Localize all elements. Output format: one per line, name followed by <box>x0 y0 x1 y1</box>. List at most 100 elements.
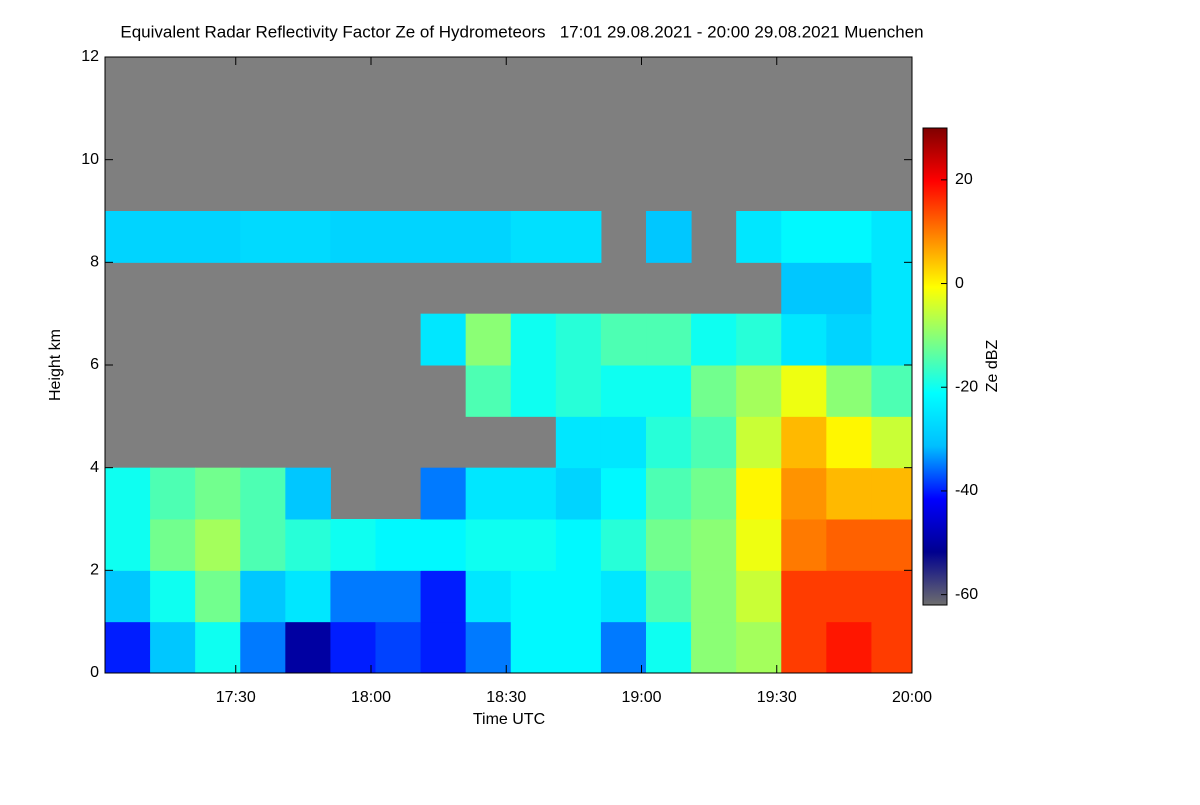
heatmap-cell <box>105 211 151 263</box>
heatmap-cell <box>736 313 782 366</box>
heatmap-cell <box>420 519 467 571</box>
heatmap-cell <box>150 621 196 673</box>
heatmap-cell <box>555 467 602 520</box>
y-tick-label: 8 <box>90 254 99 271</box>
heatmap-cell <box>105 570 151 623</box>
heatmap-cell <box>600 519 647 571</box>
heatmap-cell <box>285 519 331 571</box>
x-tick-label: 18:00 <box>351 689 391 706</box>
heatmap-cell <box>646 313 692 366</box>
heatmap-cell <box>646 365 692 417</box>
colorbar-tick-label: 0 <box>955 275 964 292</box>
heatmap-cell <box>195 467 241 520</box>
heatmap-cell <box>285 467 331 520</box>
chart-title: Equivalent Radar Reflectivity Factor Ze … <box>120 22 923 41</box>
heatmap-cell <box>736 519 782 571</box>
heatmap-cell <box>240 211 286 263</box>
heatmap-cell <box>195 621 241 673</box>
heatmap-cell <box>826 262 872 315</box>
heatmap-cell <box>781 570 827 623</box>
heatmap-cell <box>330 621 377 673</box>
x-tick-label: 17:30 <box>216 689 256 706</box>
heatmap-cell <box>646 621 692 673</box>
heatmap-cell <box>150 519 196 571</box>
y-tick-label: 6 <box>90 356 99 373</box>
heatmap-cell <box>555 621 602 673</box>
y-tick-label: 2 <box>90 562 99 579</box>
heatmap-cell <box>871 519 912 571</box>
heatmap-cell <box>375 211 422 263</box>
heatmap-cell <box>465 365 512 417</box>
heatmap-cell <box>600 467 647 520</box>
y-tick-label: 0 <box>90 664 99 681</box>
x-axis-label: Time UTC <box>473 711 545 728</box>
heatmap-cell <box>736 211 782 263</box>
heatmap-cell <box>736 570 782 623</box>
heatmap-cell <box>691 416 737 469</box>
colorbar-tick-label: -40 <box>955 482 978 499</box>
heatmap-cell <box>826 211 872 263</box>
colorbar-label: Ze dBZ <box>984 340 1001 393</box>
heatmap-cell <box>555 519 602 571</box>
x-tick-label: 18:30 <box>486 689 526 706</box>
heatmap-cell <box>871 416 912 469</box>
heatmap-cell <box>510 211 557 263</box>
heatmap-cell <box>510 519 557 571</box>
colorbar-tick-label: -20 <box>955 378 978 395</box>
heatmap-cell <box>330 519 377 571</box>
heatmap-cell <box>826 467 872 520</box>
heatmap-cell <box>600 570 647 623</box>
heatmap-cell <box>330 570 377 623</box>
heatmap-cell <box>150 211 196 263</box>
heatmap-cell <box>375 519 422 571</box>
heatmap-cell <box>420 621 467 673</box>
heatmap-cell <box>871 365 912 417</box>
heatmap-cell <box>781 416 827 469</box>
heatmap-cell <box>105 519 151 571</box>
heatmap-cell <box>826 365 872 417</box>
y-tick-label: 4 <box>90 459 99 476</box>
heatmap-cell <box>465 313 512 366</box>
heatmap-cell <box>510 570 557 623</box>
heatmap-cell <box>195 570 241 623</box>
heatmap-cell <box>871 313 912 366</box>
x-tick-label: 19:30 <box>757 689 797 706</box>
heatmap-cell <box>646 416 692 469</box>
heatmap-cell <box>195 211 241 263</box>
heatmap-cell <box>465 519 512 571</box>
heatmap-cell <box>646 467 692 520</box>
heatmap-cell <box>510 313 557 366</box>
heatmap-cell <box>555 416 602 469</box>
heatmap-cell <box>150 467 196 520</box>
heatmap-cell <box>105 621 151 673</box>
heatmap-cell <box>150 570 196 623</box>
heatmap-cell <box>465 621 512 673</box>
x-tick-label: 19:00 <box>621 689 661 706</box>
heatmap-cell <box>871 467 912 520</box>
heatmap-cell <box>285 621 331 673</box>
heatmap-cell <box>871 211 912 263</box>
y-axis-label: Height km <box>47 329 64 401</box>
heatmap-cell <box>420 570 467 623</box>
heatmap-cell <box>555 365 602 417</box>
heatmap-cell <box>646 570 692 623</box>
heatmap-cell <box>465 467 512 520</box>
heatmap-cell <box>285 570 331 623</box>
heatmap-cell <box>555 570 602 623</box>
x-tick-label: 20:00 <box>892 689 932 706</box>
heatmap-cell <box>736 621 782 673</box>
colorbar-tick-label: -60 <box>955 586 978 603</box>
heatmap-cell <box>691 519 737 571</box>
heatmap-cell <box>826 570 872 623</box>
heatmap-cell <box>781 519 827 571</box>
y-tick-label: 10 <box>81 151 99 168</box>
colorbar-tick-label: 20 <box>955 171 973 188</box>
heatmap-cell <box>871 262 912 315</box>
heatmap-cell <box>600 365 647 417</box>
heatmap-cell <box>285 211 331 263</box>
heatmap-cell <box>105 467 151 520</box>
heatmap-cell <box>510 365 557 417</box>
heatmap-cell <box>600 416 647 469</box>
heatmap-cell <box>465 570 512 623</box>
